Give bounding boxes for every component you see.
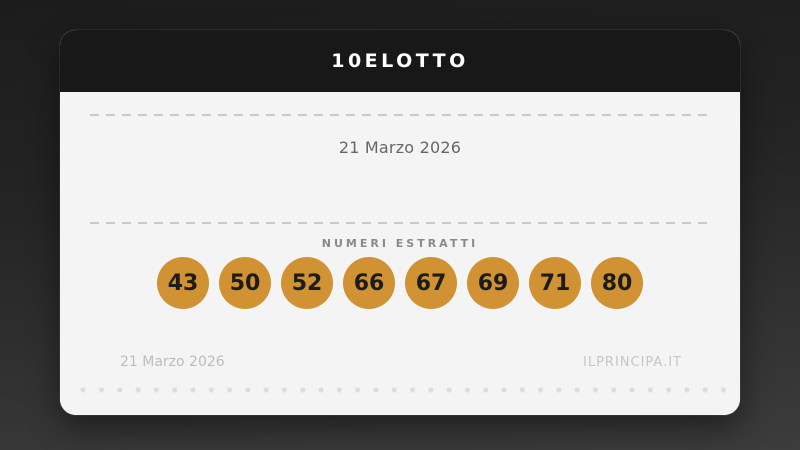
number-ball: 67 (405, 257, 457, 309)
lottery-result-card: 10ELOTTO 21 Marzo 2026 NUMERI ESTRATTI 4… (60, 30, 740, 415)
extracted-numbers-label: NUMERI ESTRATTI (321, 237, 479, 250)
number-ball: 52 (281, 257, 333, 309)
number-ball: 66 (343, 257, 395, 309)
card-footer: 21 Marzo 2026 ILPRINCIPA.IT (60, 354, 740, 370)
perforation-dots (74, 387, 726, 393)
dashed-divider-middle (90, 222, 710, 224)
number-ball: 80 (591, 257, 643, 309)
draw-date: 21 Marzo 2026 (338, 138, 462, 157)
footer-date: 21 Marzo 2026 (120, 354, 225, 370)
number-ball: 71 (529, 257, 581, 309)
footer-site-label: ILPRINCIPA.IT (583, 355, 682, 370)
number-ball: 43 (157, 257, 209, 309)
card-header: 10ELOTTO (60, 30, 740, 92)
number-ball: 50 (219, 257, 271, 309)
number-ball: 69 (467, 257, 519, 309)
game-title: 10ELOTTO (331, 50, 469, 72)
card-body: 21 Marzo 2026 NUMERI ESTRATTI 43 50 52 6… (60, 92, 740, 415)
dashed-divider-top (90, 114, 710, 116)
numbers-row: 43 50 52 66 67 69 71 80 (60, 257, 740, 309)
